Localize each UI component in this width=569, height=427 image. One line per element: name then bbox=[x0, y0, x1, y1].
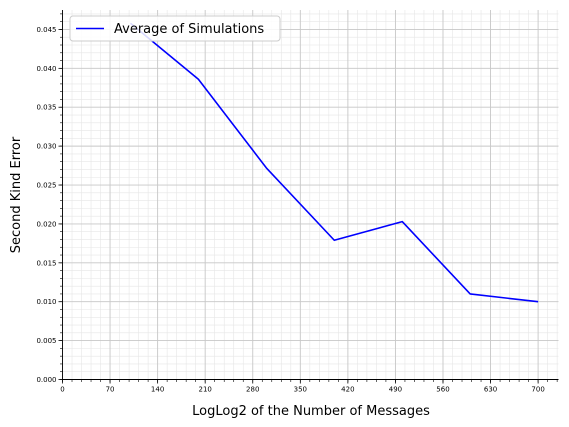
x-tick-label: 420 bbox=[341, 386, 354, 394]
x-tick-label: 560 bbox=[436, 386, 449, 394]
x-tick-label: 0 bbox=[60, 386, 64, 394]
y-tick-label: 0.015 bbox=[36, 259, 56, 267]
x-tick-label: 700 bbox=[531, 386, 544, 394]
legend: Average of Simulations bbox=[69, 15, 281, 42]
legend-box bbox=[69, 15, 281, 42]
y-tick-label: 0.025 bbox=[36, 182, 56, 190]
y-tick-label: 0.010 bbox=[36, 298, 56, 306]
x-tick-label: 210 bbox=[198, 386, 211, 394]
ticks: 0 70 140 210 280 350 420 490 560 630 700 0.000 0.005… bbox=[36, 13, 558, 394]
x-tick-label: 490 bbox=[389, 386, 402, 394]
x-tick-label: 630 bbox=[484, 386, 497, 394]
legend-label: Average of Simulations bbox=[114, 22, 264, 37]
y-tick-label: 0.020 bbox=[36, 220, 56, 228]
series-layer bbox=[129, 22, 539, 303]
y-tick-label: 0.035 bbox=[36, 104, 56, 112]
x-tick-label: 280 bbox=[246, 386, 259, 394]
y-tick-label: 0.000 bbox=[36, 376, 56, 384]
x-axis-label: LogLog2 of the Number of Messages bbox=[192, 404, 430, 419]
x-tick-label: 70 bbox=[106, 386, 115, 394]
x-tick-label: 140 bbox=[151, 386, 164, 394]
y-tick-label: 0.045 bbox=[36, 26, 56, 34]
y-tick-label: 0.040 bbox=[36, 65, 56, 73]
series-line-0 bbox=[129, 22, 539, 303]
major-grid bbox=[62, 10, 559, 380]
axes bbox=[62, 10, 559, 380]
y-tick-label: 0.005 bbox=[36, 337, 56, 345]
minor-grid bbox=[62, 10, 559, 380]
y-axis-label: Second Kind Error bbox=[9, 136, 24, 253]
y-tick-label: 0.030 bbox=[36, 143, 56, 151]
x-tick-label: 350 bbox=[294, 386, 307, 394]
